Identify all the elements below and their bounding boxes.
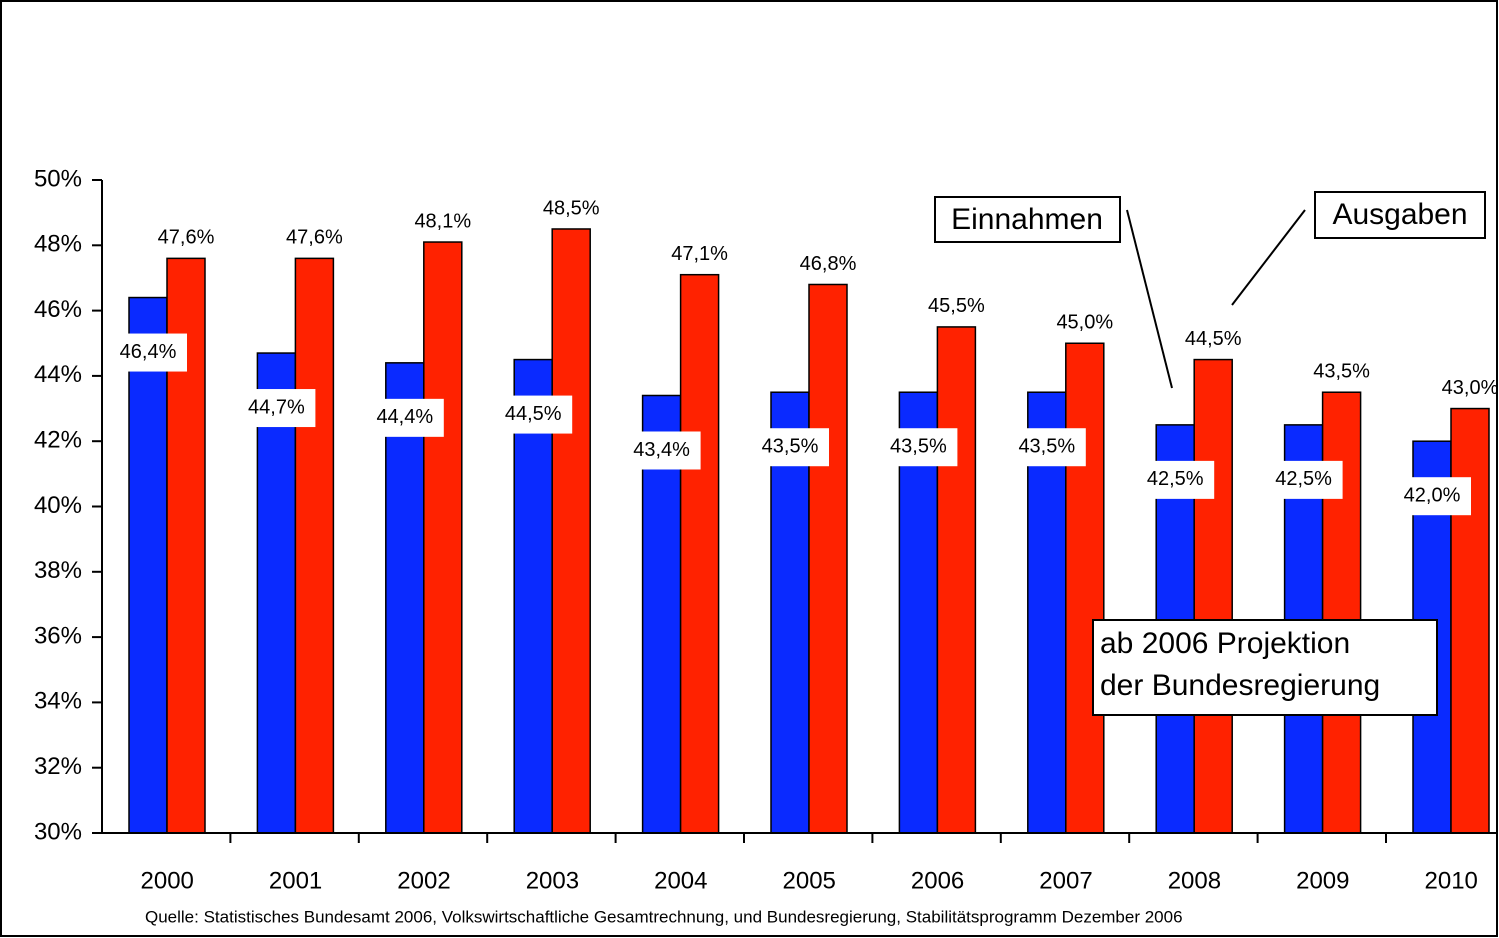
x-tick-label: 2000 (141, 867, 194, 894)
y-tick-label: 32% (34, 753, 82, 780)
value-label-box (494, 395, 573, 434)
value-label: 45,0% (1056, 312, 1113, 334)
x-tick-label: 2006 (911, 867, 964, 894)
value-label: 43,5% (1018, 436, 1075, 458)
legend-box (1314, 191, 1486, 239)
bar (128, 296, 168, 834)
x-tick-label: 2010 (1425, 867, 1478, 894)
value-label: 46,8% (800, 253, 857, 275)
annotation: der Bundesregierung (1100, 669, 1380, 702)
value-label-box (622, 431, 701, 470)
bar (936, 326, 977, 834)
value-label-box (237, 389, 316, 428)
bar (551, 228, 591, 834)
value-label-box (1007, 428, 1086, 467)
source: Quelle: Statistisches Bundesamt 2006, Vo… (145, 907, 1183, 926)
annotation: ab 2006 Projektion (1100, 627, 1350, 660)
value-label: 43,4% (633, 439, 690, 461)
value-label-box (365, 398, 444, 437)
value-label-box (1264, 460, 1343, 499)
y-tick-label: 38% (34, 557, 82, 584)
bar (423, 241, 463, 834)
value-label: 43,0% (1442, 377, 1499, 399)
value-label: 45,5% (928, 295, 985, 317)
value-label: 48,5% (543, 197, 600, 219)
value-label-box (1393, 477, 1471, 516)
x-tick-label: 2004 (654, 867, 707, 894)
y-tick-label: 44% (34, 361, 82, 388)
value-label-box (1136, 460, 1215, 499)
y-tick-label: 36% (34, 622, 82, 649)
bar (294, 257, 335, 834)
value-label: 47,6% (158, 227, 215, 249)
value-label: 44,5% (1185, 328, 1242, 350)
x-tick-label: 2007 (1039, 867, 1092, 894)
value-label: 44,7% (248, 396, 305, 418)
annotation-box (1092, 619, 1438, 716)
value-label: 42,5% (1275, 468, 1332, 490)
value-label-box (879, 428, 958, 467)
value-label: 42,5% (1147, 468, 1204, 490)
bar (385, 362, 425, 834)
value-label: 42,0% (1404, 484, 1461, 506)
y-tick-label: 42% (34, 427, 82, 454)
x-tick-label: 2005 (783, 867, 836, 894)
y-tick-label: 40% (34, 492, 82, 519)
legend-box (934, 196, 1121, 243)
bar (1193, 358, 1233, 834)
x-tick-label: 2003 (526, 867, 579, 894)
bar (679, 273, 720, 834)
bar (1321, 391, 1362, 834)
value-label: 43,5% (762, 436, 819, 458)
value-label: 43,5% (1313, 361, 1370, 383)
legend-label: Ausgaben (1332, 198, 1467, 231)
bar (1065, 342, 1105, 834)
legend-label: Einnahmen (951, 203, 1103, 236)
x-tick-label: 2001 (269, 867, 322, 894)
y-tick-label: 30% (34, 818, 82, 845)
x-tick-label: 2008 (1168, 867, 1221, 894)
y-tick-label: 48% (34, 231, 82, 258)
value-label: 48,1% (414, 210, 471, 232)
bar (1450, 407, 1490, 834)
value-label: 46,4% (120, 341, 177, 363)
value-label-box (109, 333, 187, 372)
value-label: 43,5% (890, 436, 947, 458)
leader-line (1231, 209, 1306, 306)
value-label: 44,5% (505, 403, 562, 425)
y-tick-label: 50% (34, 165, 82, 192)
y-tick-label: 46% (34, 296, 82, 323)
x-tick-label: 2009 (1296, 867, 1349, 894)
value-label-box (751, 428, 829, 467)
value-label: 47,1% (671, 243, 728, 265)
bar (808, 283, 848, 834)
value-label: 44,4% (376, 406, 433, 428)
leader-line (1126, 209, 1173, 389)
value-label: 47,6% (286, 227, 343, 249)
x-tick-label: 2002 (397, 867, 450, 894)
y-tick-label: 34% (34, 688, 82, 715)
